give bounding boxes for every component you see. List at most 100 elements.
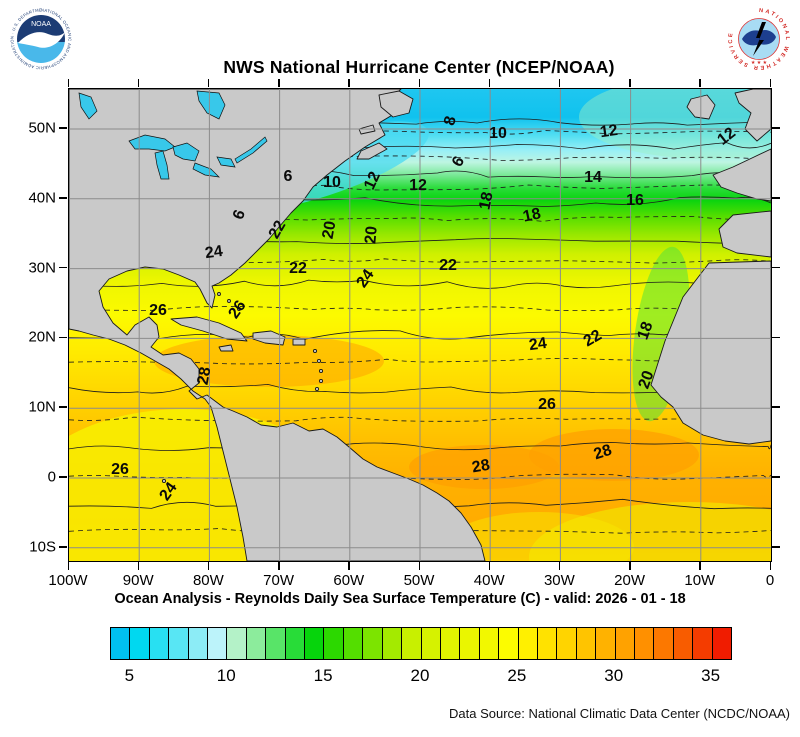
colorbar-tick-label: 25 [507,666,527,685]
axis-tick [772,266,780,269]
jamaica-landmass [218,344,234,352]
colorbar-tick-label: 15 [313,666,333,685]
colorbar-cell [576,628,597,659]
lake-superior [128,134,176,152]
nova-scotia-landmass [356,142,388,160]
axis-tick [59,266,67,269]
colorbar-cell [654,628,674,659]
colorbar-cell [149,628,170,659]
axis-tick [418,562,420,570]
longitude-tick-label: 60W [333,572,365,589]
longitude-tick-label: 70W [263,572,295,589]
nws-logo: NATIONAL WEATHER SERVICE ★ ★ ★ [727,7,791,71]
sst-map: 8 10 12 12 6 10 12 12 6 14 16 18 18 6 24 22 20 20 22 24 22 26… [68,88,772,562]
contour-value-label: 24 [527,334,548,355]
axis-tick [629,562,631,570]
nws-lightning-icon [753,22,766,56]
latitude-tick-label: 40N [28,189,56,207]
lake-erie [192,162,220,178]
axis-tick [59,476,67,478]
axis-tick [278,562,280,570]
colorbar-cell [285,628,306,659]
axis-tick [348,79,350,87]
contour-value-label: 12 [409,177,427,194]
page-title: NWS National Hurricane Center (NCEP/NOAA… [223,57,615,77]
colorbar-cell [499,628,519,659]
colorbar-cell [324,628,344,659]
axis-tick [137,79,140,87]
colorbar-tick-label: 35 [701,666,721,685]
noaa-logo: NATIONAL OCEANIC AND ATMOSPHERIC ADMINIS… [8,6,73,71]
nws-stars: ★ ★ ★ [751,60,768,66]
longitude-tick-label: 40W [473,572,505,589]
axis-tick [207,79,210,87]
axis-tick [629,79,631,87]
isotherm-line [69,416,771,422]
contour-value-label: 14 [584,169,602,186]
axis-tick [772,406,780,408]
graticule [69,89,771,561]
longitude-tick-label: 10W [684,572,716,589]
colorbar-cell [305,628,325,659]
colorbar [110,627,732,660]
colorbar-cell [537,628,558,659]
colorbar-cell [712,628,731,659]
newfoundland-landmass [378,90,414,118]
contour-value-label: 22 [289,260,307,277]
lake-winnipeg [78,92,98,120]
longitude-tick-label: 80W [192,572,224,589]
isotherm-line [69,155,771,163]
latitude-tick-label: 10N [28,398,56,416]
colorbar-cell [246,628,267,659]
lake-ontario [216,156,236,168]
colorbar-tick-label: 5 [124,666,135,685]
galapagos-island [161,478,167,484]
contour-value-label: 20 [319,219,340,241]
axis-tick [59,406,67,408]
contour-value-label: 10 [489,125,507,142]
lake-michigan [154,150,170,180]
contour-value-label: 28 [470,456,492,477]
contour-value-label: 22 [439,257,457,274]
noaa-sea [17,42,65,63]
colorbar-cell [615,628,635,659]
axis-tick [772,476,780,478]
britain-landmass [734,89,771,142]
axis-tick [488,562,491,570]
contour-value-label: 6 [283,168,293,185]
colorbar-cell [421,628,441,659]
bahamas-islands [217,292,241,311]
contour-value-label: 10 [323,174,341,191]
colorbar-cell [557,628,577,659]
contour-value-label: 26 [111,461,129,478]
puerto-rico-landmass [292,338,306,346]
colorbar-cell [693,628,713,659]
colorbar-cell [402,628,422,659]
axis-tick [59,336,67,339]
data-source-note: Data Source: National Climatic Data Cent… [449,706,790,721]
north-south-america-landmass [69,89,486,561]
longitude-tick-label: 0 [765,572,775,589]
contour-value-label: 20 [362,225,381,245]
axis-tick [558,79,561,87]
axis-tick [418,79,420,87]
colorbar-cell [169,628,189,659]
contour-value-label: 26 [149,302,167,319]
landmasses [69,89,771,561]
subtitle: Ocean Analysis - Reynolds Daily Sea Surf… [114,591,686,607]
axis-tick [769,79,771,87]
colorbar-cell [596,628,616,659]
axis-tick [278,79,280,87]
colorbar-cell [673,628,694,659]
axis-tick [699,79,701,87]
contour-value-label: 12 [598,121,619,142]
noaa-seagull-icon [18,32,65,48]
axis-tick [207,562,210,570]
isotherm-line [69,184,771,191]
axis-tick [67,79,69,87]
colorbar-cell [343,628,364,659]
axis-tick [558,562,561,570]
contour-value-label: 28 [194,365,215,387]
axis-tick [67,562,69,570]
